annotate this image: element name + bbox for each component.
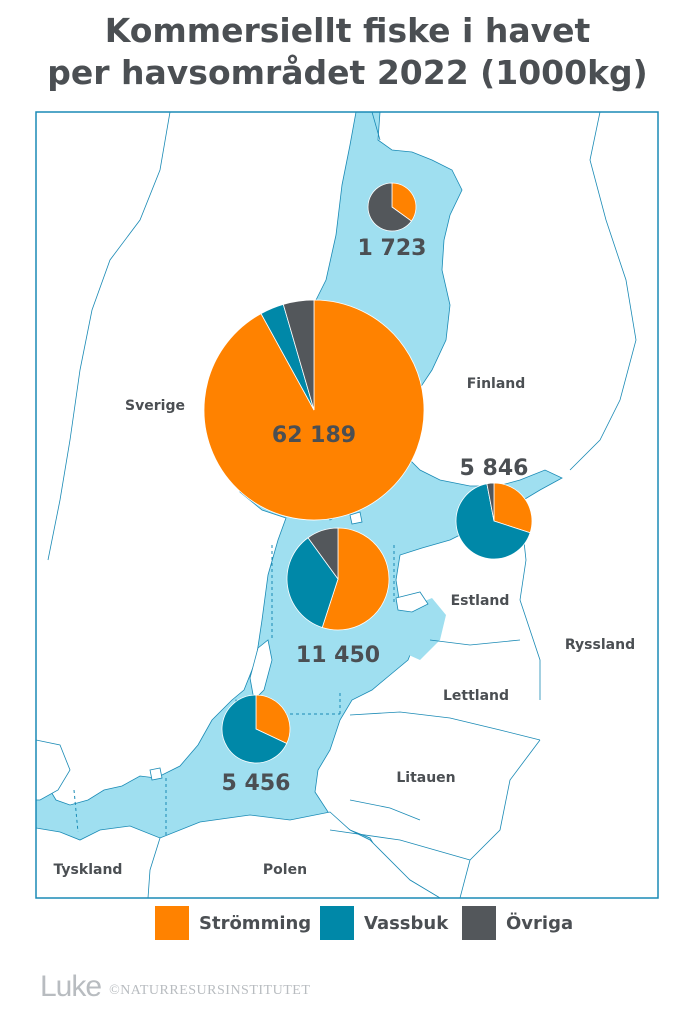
gulf-of-riga (396, 598, 446, 660)
island-bornholm (149, 767, 163, 781)
border-latvia-russia (519, 599, 541, 700)
border-lithuania-belarus (469, 739, 541, 861)
label-litauen: Litauen (396, 770, 455, 786)
pie-region-5 (221, 694, 291, 764)
border-poland-belarus (459, 859, 471, 898)
legend-label-vassbuk: Vassbuk (364, 912, 449, 934)
fishing-area-boundaries (73, 545, 395, 835)
label-tyskland: Tyskland (54, 862, 123, 878)
map-border (35, 111, 659, 899)
pie-total-label: 62 189 (272, 423, 356, 448)
legend-swatch-ovriga (462, 906, 496, 940)
border-sweden-finland (371, 112, 381, 141)
pie-charts: 1 723 62 189 5 846 11 450 5 456 (203, 182, 533, 796)
country-labels: Sverige Finland Estland Ryssland Lettlan… (54, 376, 636, 878)
border-latvia-lithuania (349, 711, 541, 741)
pie-slice-ovriga (367, 182, 412, 232)
land-south-coast (36, 811, 441, 898)
label-finland: Finland (467, 376, 526, 392)
border-germany-poland (147, 837, 161, 898)
island-saaremaa (395, 591, 429, 613)
map-title-line-2: per havsområdet 2022 (1000kg) (47, 53, 648, 92)
luke-logo: Luke (40, 970, 102, 1003)
label-ryssland: Ryssland (565, 637, 635, 653)
label-sverige: Sverige (125, 398, 185, 414)
label-polen: Polen (263, 862, 307, 878)
pie-slice-vassbuk (455, 483, 531, 560)
pie-slice-stromming (255, 694, 291, 745)
border-estonia-latvia (429, 639, 521, 646)
land-scandinavia (36, 112, 357, 806)
land-denmark (36, 739, 71, 801)
pie-slice-ovriga (486, 482, 495, 522)
map-title-line-1: Kommersiellt fiske i havet (104, 11, 591, 50)
pie-region-2 (203, 299, 425, 521)
label-lettland: Lettland (443, 688, 509, 704)
pie-slice-vassbuk (286, 537, 339, 629)
land-layer (36, 112, 658, 898)
border-finland-russia (569, 112, 637, 471)
map-title: Kommersiellt fiske i havet per havsområd… (0, 10, 695, 94)
footer: Luke ©NATURRESURSINSTITUTET (40, 958, 310, 1002)
legend-item-vassbuk: Vassbuk (320, 906, 448, 940)
legend-item-ovriga: Övriga (462, 906, 573, 940)
legend-label-stromming: Strömming (199, 912, 312, 934)
legend-swatch-stromming (155, 906, 189, 940)
pie-region-1 (367, 182, 417, 232)
area-boundary-sound (73, 789, 79, 833)
copyright-credit: ©NATURRESURSINSTITUTET (109, 983, 311, 998)
border-norway-sweden (47, 112, 171, 561)
island-gotland (249, 639, 273, 701)
pie-slice-stromming (391, 182, 417, 222)
border-lithuania-kaliningrad (349, 799, 421, 821)
pie-total-label: 1 723 (358, 236, 427, 261)
legend-swatch-vassbuk (320, 906, 354, 940)
pie-region-3 (455, 482, 533, 560)
pie-slice-stromming (493, 482, 533, 534)
pie-slice-ovriga (282, 299, 315, 411)
pie-region-4 (286, 527, 390, 631)
legend-item-stromming: Strömming (155, 906, 311, 940)
national-borders (47, 112, 637, 898)
pie-slice-ovriga (307, 527, 339, 581)
pie-total-label: 5 456 (222, 771, 291, 796)
label-estland: Estland (451, 593, 510, 609)
pie-slice-vassbuk (221, 694, 288, 764)
pie-total-label: 5 846 (460, 456, 529, 481)
pie-total-label: 11 450 (296, 643, 380, 668)
legend-label-ovriga: Övriga (506, 912, 574, 934)
pie-slice-stromming (321, 527, 390, 631)
border-poland-kaliningrad (329, 829, 471, 861)
